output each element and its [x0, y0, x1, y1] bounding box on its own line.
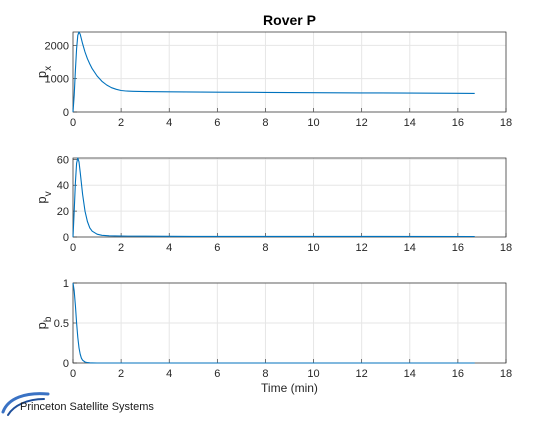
x-tick-label: 6 — [214, 368, 220, 380]
y-tick-label: 1 — [63, 278, 69, 290]
x-tick-label: 10 — [307, 368, 319, 380]
subplot-3: 0 2 4 6 8 10 12 14 16 18 0 0.5 1 pb Time (min) — [34, 278, 512, 395]
x-tick-label: 2 — [118, 242, 124, 254]
y-tick-label: 0 — [63, 107, 69, 119]
x-tick-label: 14 — [404, 368, 416, 380]
y-tick-label: 0.5 — [54, 318, 69, 330]
y-axis-label: pv — [34, 191, 54, 203]
x-tick-label: 6 — [214, 242, 220, 254]
x-tick-label: 18 — [500, 242, 512, 254]
y-tick-label: 40 — [57, 180, 69, 192]
x-tick-label: 2 — [118, 117, 124, 129]
x-tick-label: 0 — [70, 368, 76, 380]
x-tick-label: 4 — [166, 242, 172, 254]
x-tick-label: 14 — [404, 242, 416, 254]
x-tick-label: 4 — [166, 368, 172, 380]
y-tick-label: 0 — [63, 358, 69, 370]
axes-box — [72, 157, 507, 238]
x-tick-label: 14 — [404, 117, 416, 129]
y-axis-label: px — [34, 66, 54, 78]
x-tick-label: 8 — [262, 368, 268, 380]
x-tick-label: 16 — [452, 368, 464, 380]
x-tick-label: 8 — [262, 117, 268, 129]
x-tick-label: 12 — [356, 117, 368, 129]
x-axis-label: Time (min) — [261, 381, 318, 395]
chart-title: Rover P — [263, 12, 316, 28]
x-tick-label: 4 — [166, 117, 172, 129]
axes-box — [72, 31, 507, 113]
company-logo: Princeton Satellite Systems — [0, 390, 200, 420]
series-line — [72, 31, 475, 113]
x-tick-label: 10 — [307, 117, 319, 129]
x-tick-label: 12 — [356, 368, 368, 380]
series-line — [72, 282, 475, 364]
y-tick-label: 0 — [63, 232, 69, 244]
x-tick-label: 18 — [500, 368, 512, 380]
y-tick-label: 1000 — [45, 74, 69, 86]
x-tick-label: 12 — [356, 242, 368, 254]
x-tick-label: 10 — [307, 242, 319, 254]
subplot-2: 0 2 4 6 8 10 12 14 16 18 0 20 40 60 pv — [34, 154, 512, 254]
y-tick-label: 60 — [57, 154, 69, 166]
logo-text: Princeton Satellite Systems — [20, 401, 154, 413]
plot-area — [73, 158, 506, 237]
x-tick-label: 16 — [452, 117, 464, 129]
x-tick-label: 0 — [70, 117, 76, 129]
series-line — [72, 157, 475, 238]
y-axis-label: pb — [34, 316, 54, 329]
y-tick-label: 20 — [57, 206, 69, 218]
logo-swoosh-icon — [1, 392, 50, 416]
x-tick-label: 0 — [70, 242, 76, 254]
x-tick-label: 16 — [452, 242, 464, 254]
subplot-1: 0 2 4 6 8 10 12 14 16 18 0 1000 2000 px Rover P — [34, 12, 512, 129]
plot-area — [73, 32, 506, 112]
x-tick-label: 18 — [500, 117, 512, 129]
x-tick-label: 2 — [118, 368, 124, 380]
x-tick-label: 8 — [262, 242, 268, 254]
x-tick-label: 6 — [214, 117, 220, 129]
y-tick-label: 2000 — [45, 40, 69, 52]
